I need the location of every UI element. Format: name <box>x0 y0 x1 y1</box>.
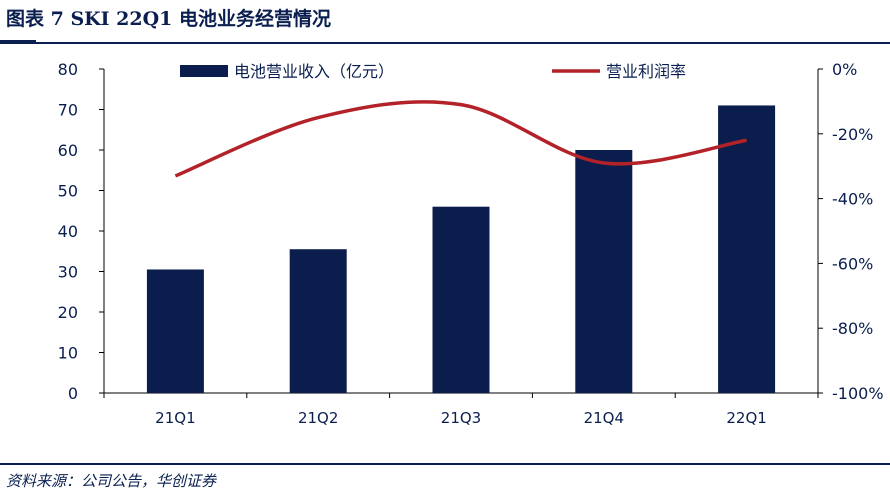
y-tick-label-left: 30 <box>58 263 78 282</box>
y-tick-label-right: -40% <box>832 190 873 209</box>
x-tick-label: 21Q2 <box>298 409 338 427</box>
y-tick-label-left: 70 <box>58 101 78 120</box>
y-tick-label-right: -100% <box>832 384 884 403</box>
y-tick-label-left: 10 <box>58 344 78 363</box>
y-tick-label-left: 60 <box>58 141 78 160</box>
bar-revenue <box>289 249 347 393</box>
source-note: 资料来源：公司公告，华创证券 <box>6 472 217 490</box>
bar-revenue <box>575 150 633 393</box>
x-tick-label: 21Q3 <box>441 409 481 427</box>
bar-revenue <box>432 206 490 393</box>
chart: 0 10 20 30 40 50 60 70 80 0% -20% -40% -60% -80% -100%… <box>58 60 884 427</box>
figure-title: 图表 7 SKI 22Q1 电池业务经营情况 <box>6 8 332 30</box>
y-tick-label-right: -80% <box>832 319 873 338</box>
y-tick-label-left: 80 <box>58 60 78 79</box>
legend-label-revenue: 电池营业收入（亿元） <box>234 62 394 81</box>
x-tick-label: 21Q1 <box>155 409 195 427</box>
line-operating-margin <box>174 100 747 178</box>
y-tick-label-right: -60% <box>832 254 873 273</box>
y-tick-label-right: 0% <box>832 60 857 79</box>
footer-divider <box>0 463 890 465</box>
legend-label-margin: 营业利润率 <box>606 62 686 81</box>
title-divider <box>0 42 890 44</box>
bar-revenue <box>718 105 776 393</box>
y-tick-label-left: 40 <box>58 222 78 241</box>
legend-swatch-revenue <box>180 65 228 77</box>
x-tick-label: 21Q4 <box>584 409 624 427</box>
x-tick-label: 22Q1 <box>726 409 766 427</box>
y-tick-label-left: 0 <box>68 384 78 403</box>
bar-revenue <box>146 269 204 393</box>
y-tick-label-left: 50 <box>58 182 78 201</box>
y-tick-label-left: 20 <box>58 303 78 322</box>
y-tick-label-right: -20% <box>832 125 873 144</box>
